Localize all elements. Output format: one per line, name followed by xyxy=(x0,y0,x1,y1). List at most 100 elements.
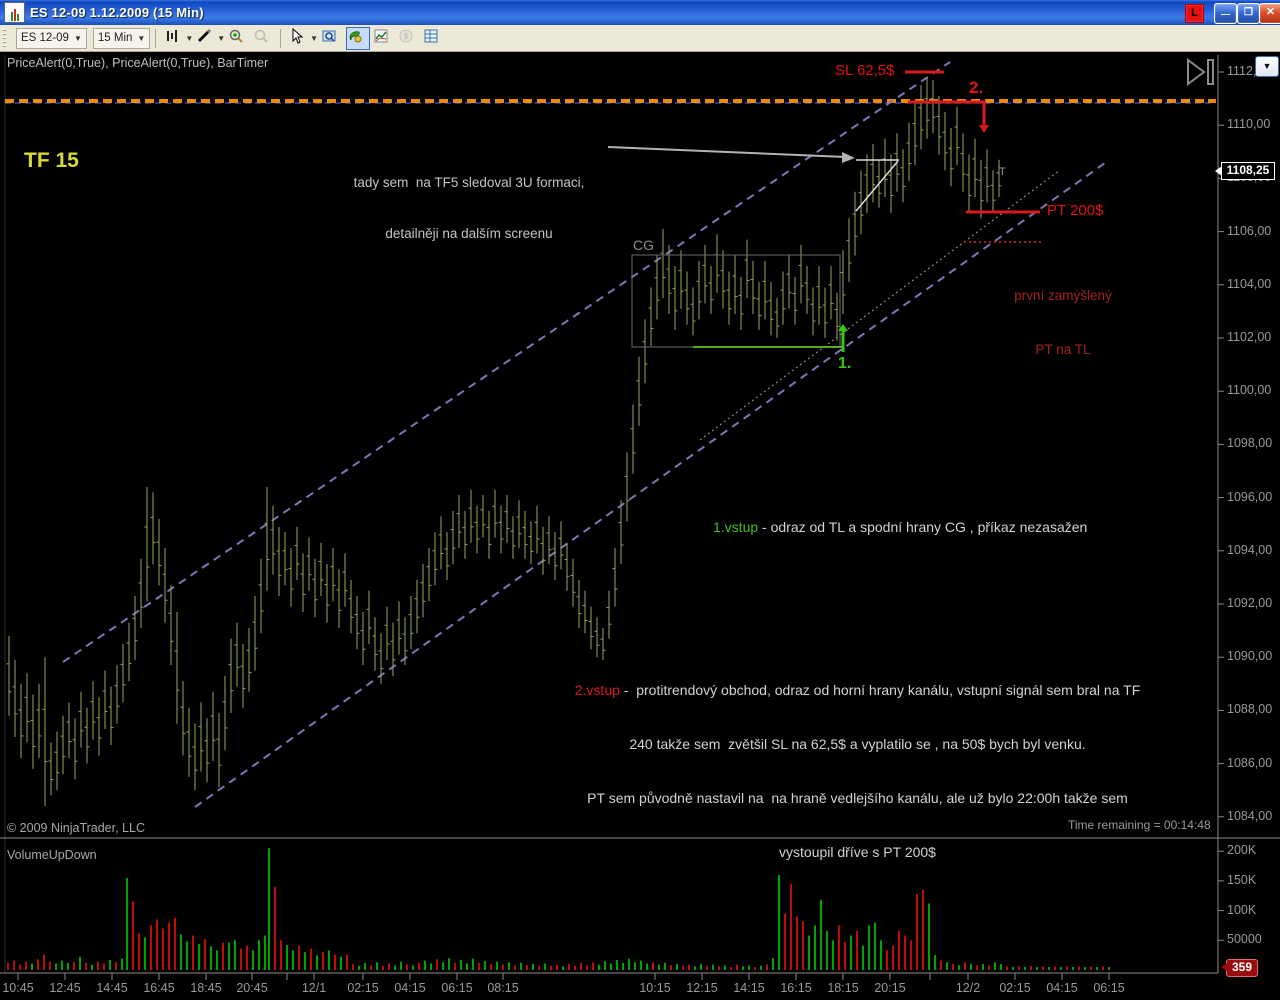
zoom-in-icon xyxy=(229,29,243,43)
entry1-note-text: - odraz od TL a spodní hrany CG , příkaz… xyxy=(758,519,1088,535)
time-axis-label: 02:15 xyxy=(347,981,379,995)
price-axis-label: 1102,00 xyxy=(1227,330,1272,344)
bar-count-badge: 359 xyxy=(1221,959,1258,977)
grid-icon xyxy=(424,29,438,42)
profit-target-label: PT 200$ xyxy=(1047,202,1104,219)
axis-scroll-button[interactable]: ▼ xyxy=(1255,56,1279,77)
toolbar-separator xyxy=(280,28,282,48)
chevron-down-icon: ▼ xyxy=(73,33,82,43)
volume-axis-label: 50000 xyxy=(1227,932,1262,947)
zoom-in-button[interactable] xyxy=(228,28,250,49)
congestion-label: CG xyxy=(633,237,654,253)
price-axis-label: 1104,00 xyxy=(1227,276,1272,291)
restore-icon: ❐ xyxy=(1244,7,1253,18)
zoom-window-icon xyxy=(322,30,336,42)
time-axis-label: 20:45 xyxy=(236,981,268,995)
close-button[interactable]: ✕ xyxy=(1259,3,1280,24)
time-axis-label: 14:15 xyxy=(733,981,765,995)
volume-indicator-label[interactable]: VolumeUpDown xyxy=(7,848,97,862)
interval-dropdown[interactable]: 15 Min ▼ xyxy=(92,27,151,49)
chart-trader-button[interactable] xyxy=(346,26,371,50)
annotation-3u-note: tady sem na TF5 sledoval 3U formaci, det… xyxy=(335,140,603,276)
entry2-label: 2. xyxy=(969,78,984,97)
minimize-icon: — xyxy=(1221,9,1230,19)
playback-step-icon[interactable] xyxy=(1186,58,1220,88)
svg-text:$: $ xyxy=(404,32,409,41)
annotation-arrowhead-icon xyxy=(842,152,855,163)
toolbar: ES 12-09 ▼ 15 Min ▼ ▼ ▼ ▼ xyxy=(0,25,1280,52)
chevron-down-icon: ▼ xyxy=(137,33,146,43)
price-axis-label: 1098,00 xyxy=(1227,436,1273,451)
minimize-button[interactable]: — xyxy=(1214,3,1237,24)
currency-button[interactable]: $ xyxy=(398,28,420,49)
zoom-out-button[interactable] xyxy=(253,28,275,49)
mini-chart-button[interactable] xyxy=(373,28,395,49)
lower-channel-line xyxy=(194,162,1106,808)
trendline-tl xyxy=(699,169,1061,441)
timeframe-watermark: TF 15 xyxy=(24,149,79,172)
time-axis-label: 06:15 xyxy=(441,981,473,995)
price-axis-label: 1092,00 xyxy=(1227,596,1273,610)
volume-axis-label: 200K xyxy=(1227,843,1257,858)
price-axis-label: 1086,00 xyxy=(1227,755,1273,770)
annotation-3u-line1: tady sem na TF5 sledoval 3U formaci, xyxy=(353,175,585,190)
price-axis-label: 1096,00 xyxy=(1227,489,1273,504)
first-pt-line2: PT na TL xyxy=(1035,342,1091,357)
coin-icon: $ xyxy=(399,29,413,42)
time-axis-label: 16:15 xyxy=(780,981,812,995)
time-axis-label: 20:15 xyxy=(874,981,906,995)
chevron-down-icon[interactable]: ▼ xyxy=(310,33,319,43)
time-axis-label: 18:15 xyxy=(827,981,859,995)
annotation-3u-line2: detailněji na dalším screenu xyxy=(385,226,553,241)
price-axis-label: 1094,00 xyxy=(1227,542,1273,557)
current-bar-marker: T xyxy=(999,166,1006,178)
cursor-tool-button[interactable] xyxy=(289,27,311,49)
zoom-out-icon xyxy=(254,29,268,43)
price-axis-label: 1100,00 xyxy=(1227,383,1272,398)
entry2-note-line4: vystoupil dříve s PT 200$ xyxy=(779,844,936,860)
time-axis-label: 18:45 xyxy=(190,981,222,995)
time-axis-label: 14:45 xyxy=(96,981,128,995)
stop-loss-label: SL 62,5$ xyxy=(835,62,895,79)
chevron-down-icon[interactable]: ▼ xyxy=(217,33,226,43)
chart-style-button[interactable] xyxy=(164,28,186,49)
time-axis-label: 08:15 xyxy=(487,981,519,995)
pencil-icon xyxy=(198,28,212,42)
first-pt-note: první zamýšlený PT na TL xyxy=(1003,251,1123,395)
time-axis-label: 10:15 xyxy=(639,981,671,995)
entry2-note-line3: PT sem původně nastavil na na hraně vedl… xyxy=(587,790,1128,806)
app-icon xyxy=(4,2,25,23)
interval-value: 15 Min xyxy=(97,32,133,44)
mini-chart-icon xyxy=(374,29,388,42)
zoom-window-button[interactable] xyxy=(321,28,343,49)
chevron-down-icon[interactable]: ▼ xyxy=(185,33,194,43)
upper-channel-line xyxy=(62,61,951,663)
entry1-label: 1. xyxy=(838,355,852,372)
price-axis-label: 1084,00 xyxy=(1227,808,1273,823)
indicator-label[interactable]: PriceAlert(0,True), PriceAlert(0,True), … xyxy=(7,56,269,70)
time-axis-label: 10:45 xyxy=(2,981,34,995)
time-axis-label: 04:15 xyxy=(1046,981,1078,995)
volume-axis-label: 100K xyxy=(1227,902,1257,917)
time-axis-label: 06:15 xyxy=(1093,981,1125,995)
price-axis-label: 1110,00 xyxy=(1227,117,1271,132)
time-axis-label: 12/1 xyxy=(301,981,327,995)
close-icon: ✕ xyxy=(1265,6,1276,18)
properties-grid-button[interactable] xyxy=(423,28,445,49)
link-window-button[interactable]: L xyxy=(1185,4,1204,23)
cursor-icon xyxy=(292,27,304,44)
time-axis-label: 12:45 xyxy=(49,981,81,995)
entry2-note-line2: 240 takže sem zvětšil SL na 62,5$ a vypl… xyxy=(629,736,1086,752)
entry2-note-label: 2.vstup xyxy=(574,682,620,698)
window-title: ES 12-09 1.12.2009 (15 Min) xyxy=(30,5,204,20)
time-axis-label: 16:45 xyxy=(143,981,175,995)
toolbar-grip[interactable] xyxy=(3,29,6,47)
chart-trader-icon xyxy=(349,30,362,42)
titlebar[interactable]: ES 12-09 1.12.2009 (15 Min) L — ❐ ✕ xyxy=(0,0,1280,25)
last-price-marker: 1108,25 xyxy=(1215,162,1275,180)
drawing-tools-button[interactable] xyxy=(196,28,218,49)
entry1-note-label: 1.vstup xyxy=(713,519,759,535)
instrument-dropdown[interactable]: ES 12-09 ▼ xyxy=(16,27,87,49)
